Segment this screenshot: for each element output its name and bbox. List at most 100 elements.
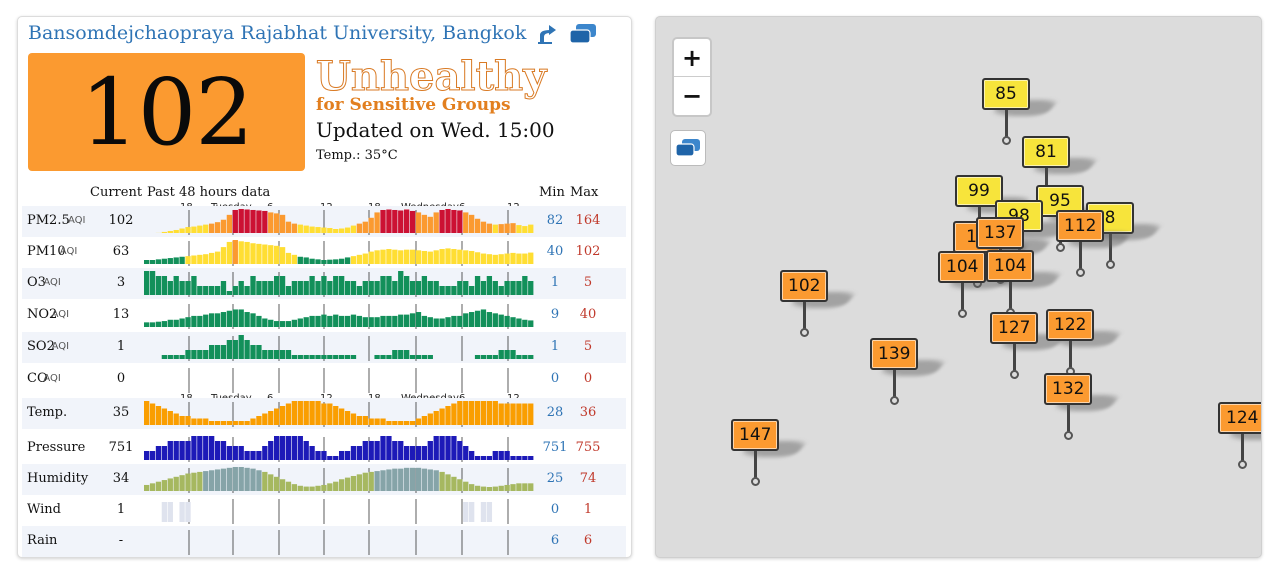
history-bar [409,467,416,491]
marker-aqi-label[interactable]: 112 [1056,210,1105,242]
history-bar [439,249,445,264]
pollutant-row-pm25[interactable]: PM2.5 AQI 102 82 164 [22,206,626,237]
history-bar [238,309,244,327]
max-value: 36 [579,405,597,420]
marker-aqi-label[interactable]: 124 [1218,402,1261,434]
pollutant-row-wind[interactable]: Wind 1 0 1 [22,495,626,526]
history-bar [185,317,191,327]
history-bar [173,229,179,233]
history-bar [486,276,493,295]
history-bar [197,418,203,425]
history-bar [244,209,250,233]
marker-pin [1067,402,1070,434]
marker-aqi-label[interactable]: 102 [780,270,829,302]
pollutant-row-pm10[interactable]: PM10 AQI 63 40 102 [22,237,626,268]
history-sparkline[interactable] [144,495,534,526]
share-icon[interactable] [536,23,558,45]
station-title[interactable]: Bansomdejchaopraya Rajabhat University, … [28,22,527,44]
pollutant-row-no2[interactable]: NO2 AQI 13 9 40 [22,300,626,331]
marker-aqi-label[interactable]: 137 [976,217,1025,249]
history-sparkline[interactable] [144,364,534,395]
history-bar [327,281,333,295]
history-bar [274,408,280,425]
pollutant-row-pressure[interactable]: Pressure 751 751 755 [22,433,626,464]
history-bar [167,478,173,491]
zoom-in-button[interactable]: + [674,39,710,77]
history-bar [274,476,280,491]
history-bar [528,281,534,295]
history-bar [528,456,534,460]
history-bar [291,401,298,425]
pollutant-row-co[interactable]: CO AQI 0 0 0 [22,364,626,395]
history-bar [185,502,191,522]
history-sparkline[interactable] [144,464,534,495]
history-sparkline[interactable] [144,300,534,331]
history-sparkline[interactable] [144,332,534,363]
history-bar [398,441,404,460]
history-bar [469,484,475,491]
history-bar [398,271,404,295]
history-bar [285,350,292,359]
history-bar [303,257,309,264]
history-bar [274,276,280,295]
history-bar [144,322,150,327]
history-bar [256,416,262,425]
station-map[interactable]: + − 858199959881613711210410410212712213… [655,16,1262,558]
marker-aqi-label[interactable]: 122 [1046,309,1095,341]
history-bar [256,470,262,491]
history-bar [463,250,469,264]
marker-aqi-label[interactable]: 132 [1044,373,1093,405]
history-bar [486,487,493,491]
history-bar [415,418,422,425]
history-bar [197,436,203,460]
history-bar [149,403,156,425]
history-bar [380,436,386,460]
history-bar [220,247,227,264]
history-bar [344,227,351,233]
history-bar [528,252,534,264]
history-sparkline[interactable] [144,268,534,299]
history-bar [498,403,504,425]
history-bar [522,456,528,460]
marker-aqi-label[interactable]: 139 [870,338,919,370]
cards-icon[interactable] [568,23,598,45]
history-bar [439,471,445,491]
history-bar [238,281,244,295]
history-sparkline[interactable] [144,526,534,557]
history-bar [244,467,250,491]
history-sparkline[interactable] [144,433,534,464]
history-bar [279,247,286,264]
history-bar [368,418,374,425]
pollutant-row-humidity[interactable]: Humidity 34 25 74 [22,464,626,495]
history-bar [297,436,303,460]
pollutant-row-rain[interactable]: Rain - 6 6 [22,526,626,557]
max-value: 5 [583,339,593,354]
map-layers-button[interactable] [670,130,706,166]
pollutant-row-o3[interactable]: O3 AQI 3 1 5 [22,268,626,299]
pollutant-row-so2[interactable]: SO2 AQI 1 1 5 [22,332,626,363]
history-bar [356,474,363,491]
history-bar [297,401,303,425]
marker-aqi-label[interactable]: 147 [731,419,780,451]
marker-aqi-label[interactable]: 104 [938,251,987,283]
history-bar [362,472,368,491]
history-bar [256,345,262,359]
pollutant-row-temp[interactable]: Temp. 35 28 36 [22,398,626,429]
history-sparkline[interactable] [144,206,534,237]
history-bar [457,249,463,264]
zoom-out-button[interactable]: − [681,82,703,110]
marker-aqi-label[interactable]: 127 [990,312,1039,344]
history-bar [285,403,292,425]
marker-aqi-label[interactable]: 85 [982,78,1030,110]
history-bar [321,227,327,233]
history-bar [167,281,173,295]
marker-aqi-label[interactable]: 81 [1022,136,1070,168]
marker-aqi-label[interactable]: 104 [986,250,1035,282]
history-bar [179,355,185,359]
history-bar [409,210,416,233]
history-bar [451,209,457,233]
history-bar [510,252,516,264]
history-sparkline[interactable] [144,237,534,268]
history-bar [516,225,522,233]
history-sparkline[interactable] [144,398,534,429]
